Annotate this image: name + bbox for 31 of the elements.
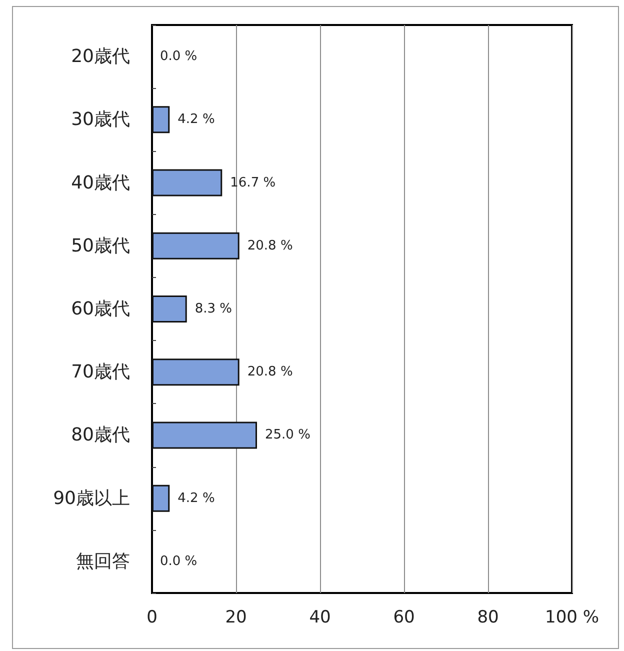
- y-tick-label: 30歳代: [71, 109, 130, 130]
- x-tick-label: 60: [393, 608, 415, 628]
- bar: [152, 106, 170, 134]
- bar: [152, 169, 222, 196]
- data-label: 20.8 %: [247, 238, 293, 254]
- x-tick-label: 0: [146, 608, 158, 628]
- data-label: 4.2 %: [178, 490, 215, 506]
- data-label: 25.0 %: [265, 428, 310, 443]
- y-tick-label: 60歳代: [71, 298, 130, 320]
- y-tick-label: 50歳代: [71, 235, 130, 256]
- y-tick-label: 20歳代: [71, 46, 130, 68]
- data-label: 8.3 %: [194, 302, 232, 316]
- y-tick-label: 80歳代: [71, 424, 130, 446]
- x-tick-label: 100 %: [544, 608, 600, 628]
- data-label: 0.0 %: [160, 49, 198, 64]
- data-label: 20.8 %: [247, 364, 293, 380]
- y-tick-label: 無回答: [76, 550, 130, 572]
- y-tick-label: 70歳代: [71, 362, 130, 383]
- x-tick-label: 80: [477, 608, 499, 628]
- x-tick-label: 20: [225, 608, 247, 628]
- x-tick-label: 40: [309, 608, 331, 628]
- bar: [152, 232, 240, 260]
- data-label: 4.2 %: [178, 112, 215, 128]
- bar: [152, 422, 257, 449]
- bar: [152, 296, 187, 322]
- bar: [152, 358, 240, 386]
- bar: [152, 484, 170, 512]
- data-label: 16.7 %: [230, 175, 276, 190]
- data-label: 0.0 %: [160, 554, 198, 569]
- y-tick-label: 40歳代: [71, 172, 130, 194]
- y-tick-label: 90歳以上: [53, 488, 130, 509]
